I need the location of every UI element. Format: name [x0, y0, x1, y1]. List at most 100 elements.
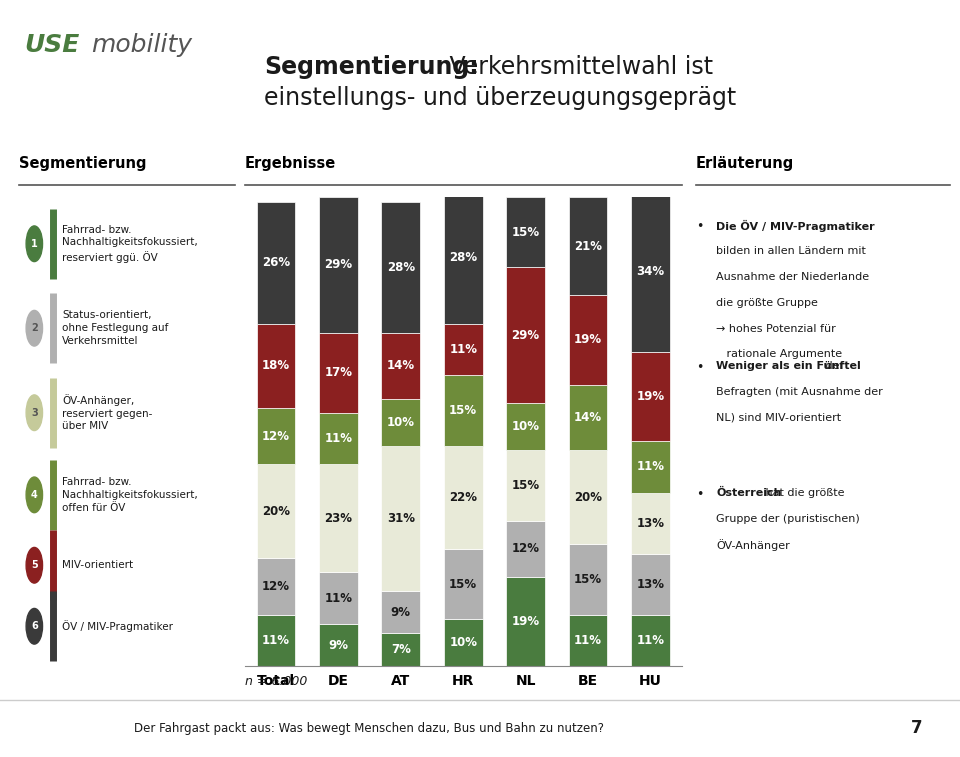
- Text: 11%: 11%: [324, 592, 352, 605]
- Text: 1: 1: [31, 238, 37, 249]
- Bar: [256, 615, 296, 666]
- Text: rationale Argumente: rationale Argumente: [716, 350, 843, 360]
- Bar: [319, 464, 358, 572]
- Point: [47, 444, 59, 453]
- Bar: [319, 197, 358, 333]
- Bar: [444, 375, 483, 446]
- Bar: [381, 634, 420, 666]
- Text: 19%: 19%: [574, 334, 602, 347]
- Text: 9%: 9%: [328, 639, 348, 652]
- Text: Status-orientiert,
ohne Festlegung auf
Verkehrsmittel: Status-orientiert, ohne Festlegung auf V…: [62, 310, 169, 346]
- Point: [47, 373, 59, 382]
- Bar: [506, 450, 545, 521]
- Bar: [256, 201, 296, 323]
- Point: [47, 288, 59, 298]
- Text: NL) sind MIV-orientiert: NL) sind MIV-orientiert: [716, 413, 842, 422]
- Point: [47, 596, 59, 605]
- Bar: [568, 450, 608, 544]
- Text: 9%: 9%: [391, 606, 411, 618]
- Point: [47, 455, 59, 464]
- Circle shape: [26, 395, 42, 431]
- Bar: [444, 619, 483, 666]
- Text: 14%: 14%: [387, 360, 415, 372]
- Bar: [631, 493, 670, 553]
- Point: [47, 525, 59, 534]
- Text: einstellungs- und überzeugungsgeprägt: einstellungs- und überzeugungsgeprägt: [264, 86, 736, 110]
- Text: 11%: 11%: [636, 634, 664, 646]
- Text: der: der: [822, 361, 844, 371]
- Bar: [444, 446, 483, 549]
- Text: 12%: 12%: [262, 580, 290, 593]
- Bar: [444, 549, 483, 619]
- Text: 19%: 19%: [636, 390, 664, 403]
- Point: [47, 525, 59, 534]
- Text: ÖV / MIV-Pragmatiker: ÖV / MIV-Pragmatiker: [62, 620, 174, 632]
- Text: 3: 3: [31, 408, 37, 418]
- Text: Fahrrad- bzw.
Nachhaltigkeitsfokussiert,
reserviert ggü. ÖV: Fahrrad- bzw. Nachhaltigkeitsfokussiert,…: [62, 225, 198, 263]
- Bar: [256, 323, 296, 408]
- Bar: [631, 352, 670, 441]
- Text: 26%: 26%: [262, 256, 290, 269]
- Text: 11%: 11%: [262, 634, 290, 646]
- Text: Segmentierung:: Segmentierung:: [264, 55, 479, 79]
- Text: ÖV-Anhänger: ÖV-Anhänger: [716, 540, 790, 551]
- Bar: [631, 192, 670, 352]
- Bar: [506, 577, 545, 666]
- Bar: [631, 553, 670, 615]
- Text: 15%: 15%: [512, 479, 540, 492]
- Bar: [381, 446, 420, 591]
- Text: 15%: 15%: [449, 404, 477, 417]
- Text: Ausnahme der Niederlande: Ausnahme der Niederlande: [716, 272, 870, 282]
- Bar: [381, 201, 420, 333]
- Point: [47, 657, 59, 666]
- Bar: [319, 333, 358, 413]
- Text: Segmentierung: Segmentierung: [19, 156, 147, 171]
- Text: mobility: mobility: [91, 33, 192, 57]
- Text: 34%: 34%: [636, 266, 664, 279]
- Bar: [319, 572, 358, 624]
- Text: 13%: 13%: [636, 516, 664, 529]
- Point: [47, 275, 59, 284]
- Text: Fahrrad- bzw.
Nachhaltigkeitsfokussiert,
offen für ÖV: Fahrrad- bzw. Nachhaltigkeitsfokussiert,…: [62, 477, 198, 512]
- Text: hat die größte: hat die größte: [762, 488, 845, 498]
- Bar: [568, 544, 608, 615]
- Text: 14%: 14%: [574, 411, 602, 424]
- Bar: [568, 615, 608, 666]
- Text: 10%: 10%: [512, 420, 540, 433]
- Bar: [256, 464, 296, 558]
- Text: 15%: 15%: [512, 226, 540, 238]
- Text: 11%: 11%: [636, 460, 664, 473]
- Circle shape: [26, 547, 42, 583]
- Text: 7: 7: [911, 719, 923, 737]
- Text: 15%: 15%: [574, 573, 602, 586]
- Bar: [256, 408, 296, 464]
- Text: Die ÖV / MIV-Pragmatiker: Die ÖV / MIV-Pragmatiker: [716, 220, 875, 232]
- Text: Erläuterung: Erläuterung: [696, 156, 794, 171]
- Point: [47, 587, 59, 596]
- Text: 21%: 21%: [574, 240, 602, 253]
- Text: 23%: 23%: [324, 512, 352, 525]
- Text: Verkehrsmittelwahl ist: Verkehrsmittelwahl ist: [442, 55, 712, 79]
- Text: 11%: 11%: [574, 634, 602, 646]
- Text: 20%: 20%: [262, 505, 290, 518]
- Bar: [506, 521, 545, 577]
- Bar: [631, 615, 670, 666]
- Text: Der Fahrgast packt aus: Was bewegt Menschen dazu, Bus und Bahn zu nutzen?: Der Fahrgast packt aus: Was bewegt Mensc…: [134, 721, 605, 735]
- Text: 18%: 18%: [262, 360, 290, 372]
- Text: 4: 4: [31, 490, 37, 500]
- Circle shape: [26, 310, 42, 346]
- Bar: [319, 624, 358, 666]
- Text: Gruppe der (puristischen): Gruppe der (puristischen): [716, 513, 860, 524]
- Text: •: •: [696, 220, 704, 233]
- Bar: [506, 267, 545, 403]
- Bar: [444, 192, 483, 323]
- Text: n = 6.000: n = 6.000: [245, 675, 307, 688]
- Text: 28%: 28%: [387, 260, 415, 274]
- Bar: [631, 441, 670, 493]
- Bar: [381, 333, 420, 399]
- Bar: [256, 558, 296, 615]
- Circle shape: [26, 609, 42, 644]
- Text: 12%: 12%: [512, 542, 540, 556]
- Text: 29%: 29%: [324, 258, 352, 271]
- Bar: [381, 591, 420, 634]
